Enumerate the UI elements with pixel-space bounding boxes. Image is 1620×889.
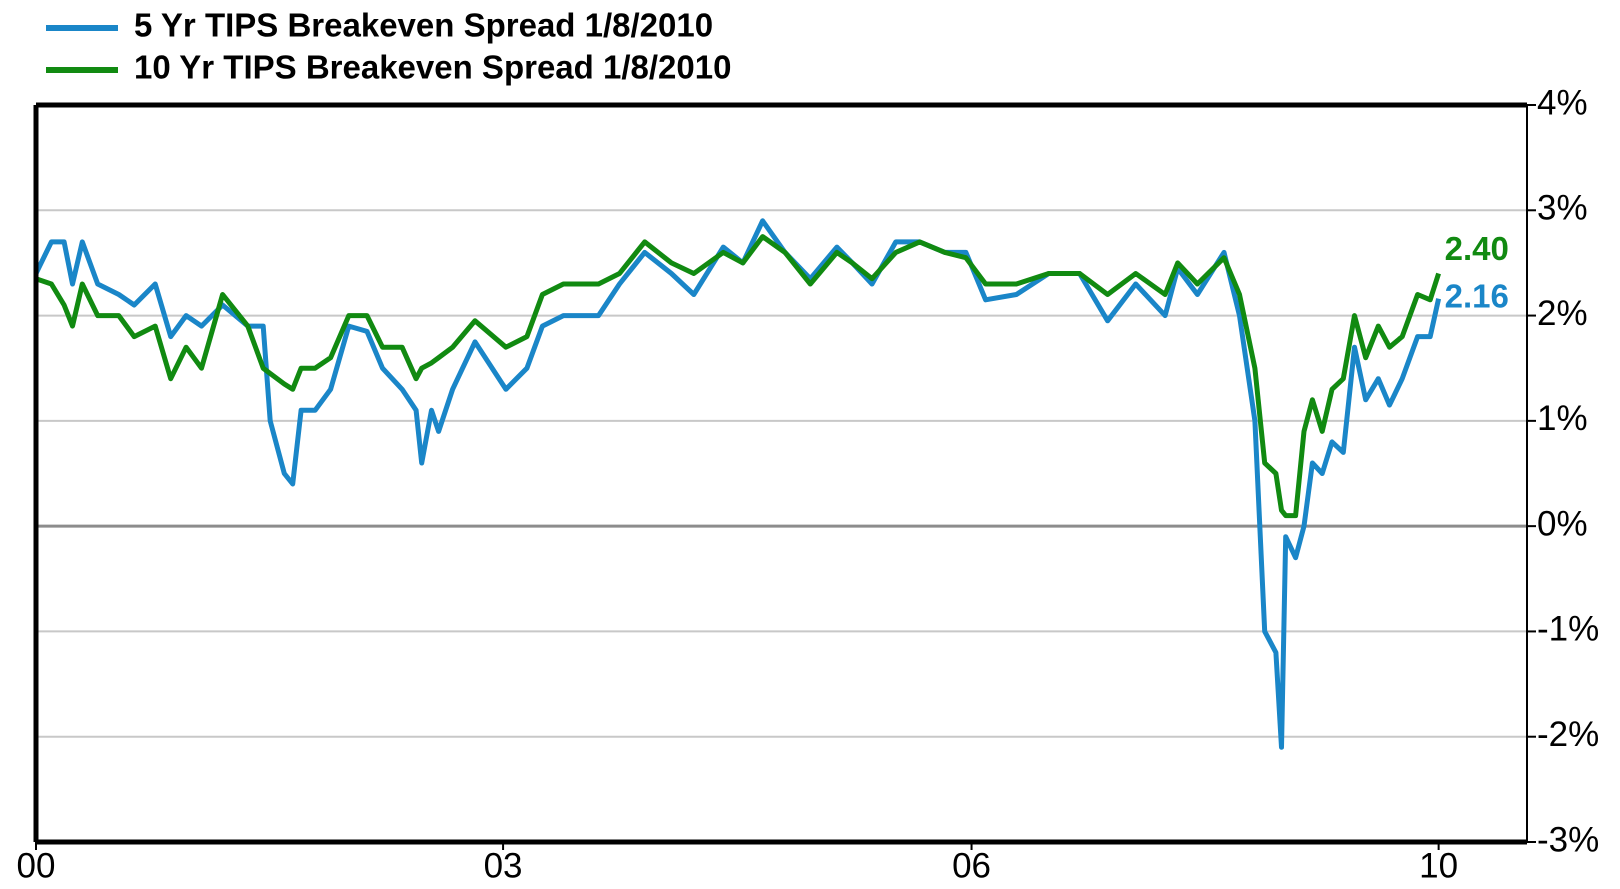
series-line [35, 234, 1441, 519]
y-tick-label: 0% [1537, 504, 1588, 543]
x-tick-label: 03 [484, 846, 523, 885]
x-tick-label: 10 [1419, 846, 1458, 885]
y-tick-label: -1% [1537, 610, 1599, 649]
labels: -3% -2% -1% 0% 1% 2% 3% 4% 00 03 06 10 2.16 2.40 [17, 83, 1600, 885]
y-tick-label: 3% [1537, 189, 1588, 228]
y-tick-label: -2% [1537, 715, 1599, 754]
y-tick-label: -3% [1537, 820, 1599, 859]
legend-label: 5 Yr TIPS Breakeven Spread 1/8/2010 [134, 7, 713, 44]
legend-label: 10 Yr TIPS Breakeven Spread 1/8/2010 [134, 49, 731, 86]
series-line [33, 218, 1442, 750]
legend: 5 Yr TIPS Breakeven Spread 1/8/2010 10 Yr… [46, 7, 731, 86]
x-tick-label: 00 [17, 846, 56, 885]
lines [33, 218, 1442, 750]
grid [36, 209, 1527, 738]
y-tick-label: 1% [1537, 399, 1588, 438]
value-label: 2.40 [1445, 230, 1509, 267]
frame [33, 102, 1536, 850]
value-label: 2.16 [1445, 277, 1509, 314]
y-tick-label: 4% [1537, 83, 1588, 122]
y-tick-label: 2% [1537, 294, 1588, 333]
x-tick-label: 06 [952, 846, 991, 885]
